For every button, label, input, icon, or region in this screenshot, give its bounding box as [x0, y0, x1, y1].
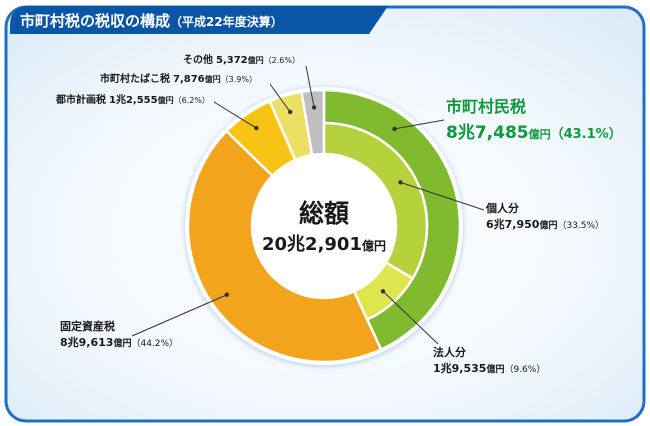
label-individual-value: 6兆7,950億円（33.5%）	[486, 217, 604, 231]
label-city-planning-tax: 都市計画税 1兆2,555億円（6.2%）	[55, 93, 210, 106]
leader-individual	[400, 181, 485, 211]
leader-dot-other	[311, 105, 317, 110]
label-property-tax-value: 8兆9,613億円（44.2%）	[60, 335, 178, 349]
label-resident-tax: 市町村民税 8兆7,485億円（43.1%）	[446, 97, 622, 143]
label-corporate: 法人分 1兆9,535億円（9.6%）	[433, 345, 545, 375]
leader-dot-corporate	[380, 289, 386, 294]
leader-lines	[131, 65, 485, 345]
leader-dot-property-tax	[224, 292, 230, 297]
label-resident-tax-value: 8兆7,485億円（43.1%）	[446, 123, 622, 143]
leader-property-tax	[131, 294, 228, 337]
leader-corporate	[382, 290, 439, 345]
label-resident-tax-name: 市町村民税	[446, 97, 526, 116]
label-property-tax-name: 固定資産税	[60, 319, 115, 333]
donut-hole	[252, 154, 396, 298]
leader-city-planning-tax	[213, 101, 257, 129]
label-tobacco-tax: 市町村たばこ税 7,876億円（3.9%）	[100, 72, 257, 85]
label-corporate-value: 1兆9,535億円（9.6%）	[433, 361, 545, 375]
center-label: 総額	[299, 199, 349, 228]
chart-title: 市町村税の税収の構成（平成22年度決算）	[20, 12, 283, 30]
label-individual-name: 個人分	[485, 201, 519, 215]
label-corporate-name: 法人分	[433, 345, 466, 359]
leader-tobacco-tax	[269, 83, 291, 113]
leader-dot-individual	[398, 180, 403, 185]
label-property-tax: 固定資産税 8兆9,613億円（44.2%）	[60, 319, 178, 349]
leader-dot-resident-tax	[392, 126, 397, 132]
leader-resident-tax	[394, 119, 445, 130]
leader-dot-tobacco-tax	[287, 109, 293, 115]
leader-dot-city-planning-tax	[254, 125, 259, 131]
outer-ring	[186, 88, 462, 364]
header-tab	[10, 6, 388, 34]
label-individual: 個人分 6兆7,950億円（33.5%）	[485, 201, 604, 231]
leader-other	[305, 65, 315, 108]
center-total: 20兆2,901億円	[262, 234, 386, 255]
label-other: その他 5,372億円（2.6%）	[183, 53, 300, 66]
